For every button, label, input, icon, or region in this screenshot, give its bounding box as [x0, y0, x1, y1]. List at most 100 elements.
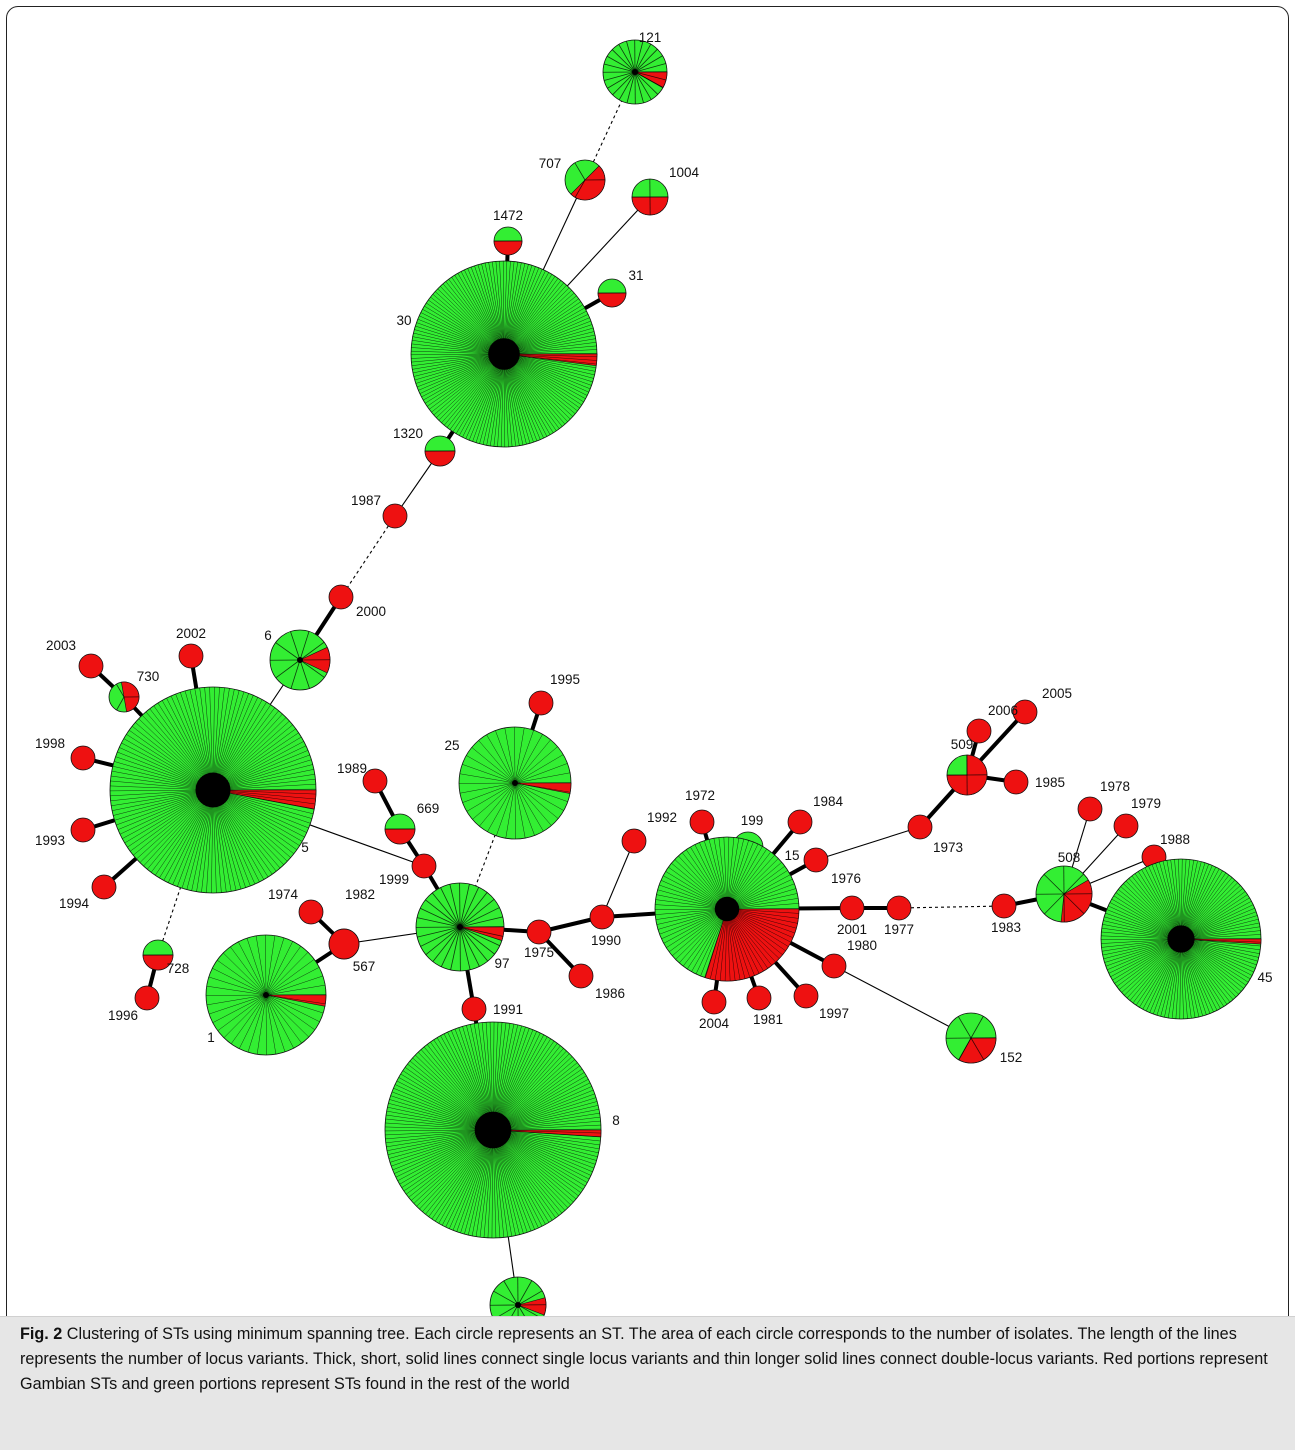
- node-st-2003: [79, 654, 103, 678]
- hub-center: [195, 772, 230, 807]
- st-label: 728: [167, 961, 190, 976]
- node-circle: [1078, 797, 1102, 821]
- node-circle: [135, 986, 159, 1010]
- node-circle: [1004, 770, 1028, 794]
- hub-center: [512, 780, 518, 786]
- node-circle: [462, 997, 486, 1021]
- node-circle: [71, 818, 95, 842]
- st-label: 1993: [35, 833, 65, 848]
- st-label: 2003: [46, 638, 76, 653]
- node-st-25: [459, 727, 571, 839]
- st-label: 1981: [753, 1012, 783, 1027]
- st-label: 730: [137, 669, 160, 684]
- node-circle: [590, 905, 614, 929]
- st-label: 1978: [1100, 779, 1130, 794]
- node-circle: [690, 810, 714, 834]
- st-label: 1986: [595, 986, 625, 1001]
- edge-1976-1973: [816, 827, 920, 860]
- st-label: 1977: [884, 922, 914, 937]
- node-st-2002: [179, 644, 203, 668]
- node-circle: [1114, 814, 1138, 838]
- gambian-portion: [494, 241, 522, 255]
- node-st-8: [385, 1022, 601, 1238]
- node-st-1: [206, 935, 326, 1055]
- node-st-31: [598, 279, 626, 307]
- figure-caption: Fig. 2 Clustering of STs using minimum s…: [20, 1322, 1275, 1397]
- node-circle: [527, 920, 551, 944]
- node-circle: [179, 644, 203, 668]
- node-st-1472: [494, 227, 522, 255]
- node-st-1990: [590, 905, 614, 929]
- node-st-1320: [425, 436, 455, 466]
- node-circle: [702, 990, 726, 1014]
- st-label: 1004: [669, 165, 700, 180]
- node-st-15: [655, 837, 799, 981]
- st-label: 509: [951, 737, 974, 752]
- edges-layer: [83, 72, 1181, 1305]
- st-label: 1472: [493, 208, 523, 223]
- st-label: 567: [353, 959, 376, 974]
- node-st-1972: [690, 810, 714, 834]
- hub-center: [515, 1302, 521, 1308]
- node-circle: [79, 654, 103, 678]
- node-circle: [329, 585, 353, 609]
- hub-center: [475, 1112, 512, 1149]
- hub-center: [488, 338, 520, 370]
- st-label: 2005: [1042, 686, 1072, 701]
- st-label: 1975: [524, 945, 554, 960]
- node-circle: [92, 875, 116, 899]
- st-label: 1984: [813, 794, 844, 809]
- st-label: 25: [444, 738, 459, 753]
- st-label: 15: [784, 848, 799, 863]
- st-label: 508: [1058, 850, 1081, 865]
- st-label: 199: [741, 813, 764, 828]
- node-st-508: [1036, 866, 1092, 922]
- node-st-1993: [71, 818, 95, 842]
- node-circle: [840, 896, 864, 920]
- node-st-1975: [527, 920, 551, 944]
- st-label: 1980: [847, 938, 877, 953]
- edge-1987-2000: [341, 516, 395, 597]
- node-st-1980: [822, 954, 846, 978]
- node-st-1997: [794, 984, 818, 1008]
- st-label: 2004: [699, 1016, 730, 1031]
- node-st-567: [329, 929, 359, 959]
- nodes-layer: [71, 40, 1261, 1333]
- st-label: 1987: [351, 493, 381, 508]
- node-circle: [804, 848, 828, 872]
- st-label: 97: [494, 956, 509, 971]
- st-label: 1: [207, 1030, 215, 1045]
- hub-center: [715, 897, 739, 921]
- node-circle: [383, 504, 407, 528]
- node-st-1986: [569, 964, 593, 988]
- node-st-730: [109, 682, 139, 712]
- hub-center: [297, 657, 303, 663]
- st-label: 1985: [1035, 775, 1065, 790]
- node-circle: [329, 929, 359, 959]
- node-st-1994: [92, 875, 116, 899]
- node-st-30: [411, 261, 597, 447]
- node-circle: [412, 854, 436, 878]
- node-st-1973: [908, 815, 932, 839]
- st-label: 121: [639, 30, 662, 45]
- st-label: 45: [1257, 970, 1272, 985]
- node-st-1995: [529, 691, 553, 715]
- node-circle: [794, 984, 818, 1008]
- caption-body: Clustering of STs using minimum spanning…: [20, 1325, 1268, 1393]
- node-circle: [747, 986, 771, 1010]
- st-label: 1989: [337, 761, 367, 776]
- st-label: 8: [612, 1113, 620, 1128]
- st-label: 2000: [356, 604, 386, 619]
- st-label: 152: [1000, 1050, 1023, 1065]
- node-st-1981: [747, 986, 771, 1010]
- st-label: 1974: [268, 887, 299, 902]
- st-label: 1976: [831, 871, 861, 886]
- node-circle: [622, 829, 646, 853]
- figure-label: Fig. 2: [20, 1325, 62, 1343]
- node-circle: [822, 954, 846, 978]
- st-label: 669: [417, 801, 440, 816]
- st-label: 30: [396, 313, 411, 328]
- st-label: 1983: [991, 920, 1021, 935]
- node-circle: [71, 746, 95, 770]
